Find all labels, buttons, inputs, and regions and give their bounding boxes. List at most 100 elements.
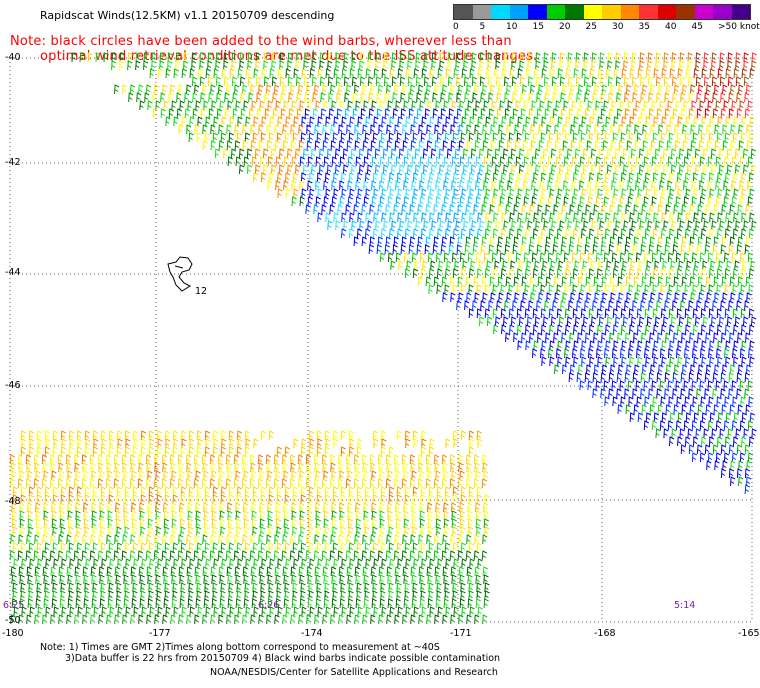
wind-barb — [372, 494, 378, 505]
wind-barb — [603, 380, 609, 391]
wind-barb — [724, 396, 730, 407]
wind-barb — [492, 172, 499, 183]
legend-swatch — [676, 5, 695, 19]
wind-barb — [701, 116, 707, 127]
wind-barb — [299, 196, 305, 207]
wind-barb — [466, 84, 472, 95]
wind-barb — [494, 148, 501, 159]
wind-barb — [207, 52, 213, 63]
wind-barb — [696, 92, 702, 103]
wind-barb — [661, 188, 667, 199]
wind-barb — [558, 316, 565, 327]
wind-barb — [651, 420, 658, 431]
wind-barb — [713, 204, 719, 215]
wind-barb — [123, 470, 129, 481]
wind-barb — [242, 614, 248, 625]
wind-barb — [690, 140, 697, 151]
wind-barb — [373, 116, 379, 127]
wind-barb — [117, 438, 123, 449]
wind-barb — [697, 332, 703, 343]
wind-barb — [441, 478, 448, 489]
wind-barb — [415, 220, 421, 231]
wind-barb — [293, 68, 299, 79]
wind-barb — [660, 132, 666, 143]
wind-barb — [285, 116, 291, 127]
wind-barb — [721, 204, 727, 215]
wind-barb — [658, 124, 664, 135]
wind-barb — [750, 260, 756, 271]
wind-barb — [293, 558, 299, 569]
wind-barb — [67, 518, 73, 529]
wind-barb — [495, 220, 501, 231]
wind-barb — [476, 132, 483, 143]
wind-barb — [421, 212, 427, 223]
wind-barb — [244, 582, 250, 593]
wind-barb — [493, 324, 499, 335]
wind-barb — [130, 566, 136, 577]
wind-barb — [456, 244, 462, 255]
wind-barb — [655, 428, 661, 439]
wind-barb — [44, 446, 50, 457]
wind-barb — [535, 220, 541, 231]
wind-barb — [67, 510, 73, 521]
wind-barb — [745, 204, 751, 215]
wind-barb — [748, 284, 754, 295]
wind-barb — [139, 598, 145, 609]
wind-barb — [635, 380, 641, 391]
wind-barb — [331, 518, 337, 529]
wind-barb — [68, 590, 74, 601]
wind-barb — [717, 116, 723, 127]
wind-barb — [687, 76, 694, 87]
wind-barb — [282, 124, 288, 135]
wind-barb — [43, 510, 49, 521]
wind-barb — [655, 60, 661, 71]
wind-barb — [361, 478, 368, 489]
wind-barb — [685, 212, 691, 223]
wind-barb — [744, 468, 751, 479]
wind-barb — [308, 486, 314, 497]
wind-barb — [681, 204, 687, 215]
wind-barb — [731, 380, 737, 391]
wind-barb — [471, 60, 477, 71]
wind-barb — [13, 606, 19, 617]
wind-barb — [76, 542, 83, 553]
wind-barb — [449, 276, 456, 287]
wind-barb — [683, 252, 690, 263]
wind-barb — [124, 582, 130, 593]
wind-barb — [222, 148, 229, 159]
wind-barb — [67, 574, 73, 585]
wind-barb — [644, 228, 651, 239]
wind-barb — [632, 372, 638, 383]
wind-barb — [504, 92, 510, 103]
wind-barb — [171, 598, 178, 609]
wind-barb — [733, 116, 739, 127]
wind-barb — [364, 132, 371, 143]
wind-barb — [424, 108, 431, 119]
wind-barb — [164, 526, 170, 537]
wind-barb — [179, 502, 185, 513]
wind-barb — [243, 518, 249, 529]
wind-barb — [215, 52, 221, 63]
wind-barb — [60, 542, 67, 553]
wind-barb — [686, 316, 693, 327]
wind-barb — [584, 372, 591, 383]
wind-barb — [245, 438, 251, 449]
wind-barb — [315, 100, 321, 111]
wind-barb — [303, 60, 309, 71]
wind-barb — [409, 204, 415, 215]
wind-barb — [508, 172, 515, 183]
wind-barb — [478, 148, 485, 159]
wind-barb — [436, 526, 442, 537]
wind-barb — [229, 438, 235, 449]
wind-barb — [326, 148, 333, 159]
wind-barb — [549, 356, 555, 367]
wind-barb — [381, 68, 387, 79]
wind-barb — [717, 436, 723, 447]
wind-barb — [299, 598, 306, 609]
wind-barb — [272, 92, 278, 103]
wind-barb — [294, 148, 301, 159]
footer-line-2: 3)Data buffer is 22 hrs from 20150709 4)… — [65, 653, 501, 664]
wind-barb — [652, 132, 658, 143]
wind-barb — [621, 340, 627, 351]
wind-barb — [548, 308, 555, 319]
